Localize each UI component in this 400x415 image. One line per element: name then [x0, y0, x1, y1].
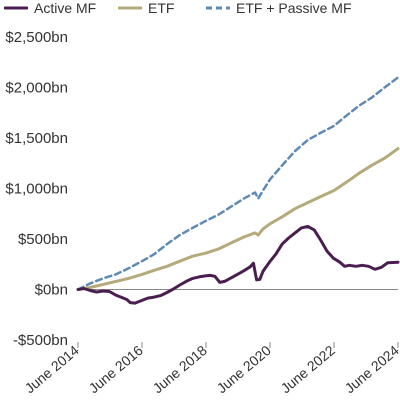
series-line-2 [76, 147, 400, 291]
y-tick-label: $0bn [35, 282, 68, 299]
legend: Active MF ETF ETF + Passive MF [4, 0, 352, 16]
y-tick-label: $500bn [18, 231, 68, 248]
x-tick-label: June 2018 [150, 342, 211, 396]
y-tick-label: $2,000bn [5, 80, 68, 97]
x-tick-label: June 2024 [342, 342, 400, 396]
series-line-3 [76, 76, 400, 291]
y-tick-label: $2,500bn [5, 29, 68, 46]
y-tick-label: -$500bn [13, 332, 68, 349]
x-tick-label: June 2016 [86, 342, 147, 396]
x-tick-label: June 2022 [278, 342, 339, 396]
x-tick-label: June 2020 [214, 342, 275, 396]
y-axis-ticks: -$500bn $0bn $500bn $1,000bn $1,500bn $2,000b… [5, 29, 68, 349]
y-tick-label: $1,500bn [5, 130, 68, 147]
legend-label-3: ETF + Passive MF [236, 0, 352, 16]
series-line-1 [76, 224, 400, 305]
legend-label-1: Active MF [34, 0, 96, 16]
y-tick-label: $1,000bn [5, 181, 68, 198]
series-lines [76, 76, 400, 305]
x-axis-ticks: June 2014 June 2016 June 2018 June 2020 June… [22, 342, 400, 396]
x-tick-label: June 2014 [22, 342, 83, 396]
legend-label-2: ETF [148, 0, 174, 16]
